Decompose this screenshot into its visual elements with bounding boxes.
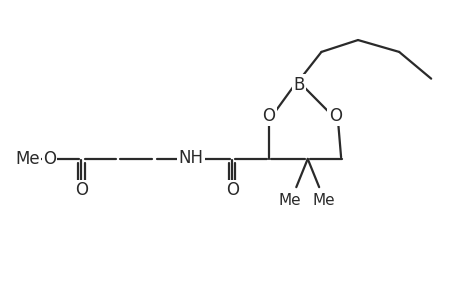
Text: O: O [43,150,56,168]
Text: B: B [292,76,303,94]
Text: O: O [225,181,238,199]
Text: O: O [328,107,341,125]
Text: O: O [75,181,88,199]
Text: O: O [262,107,275,125]
Text: Me: Me [15,150,39,168]
Text: Me: Me [278,193,300,208]
Text: NH: NH [178,149,203,167]
Text: Me: Me [312,193,334,208]
